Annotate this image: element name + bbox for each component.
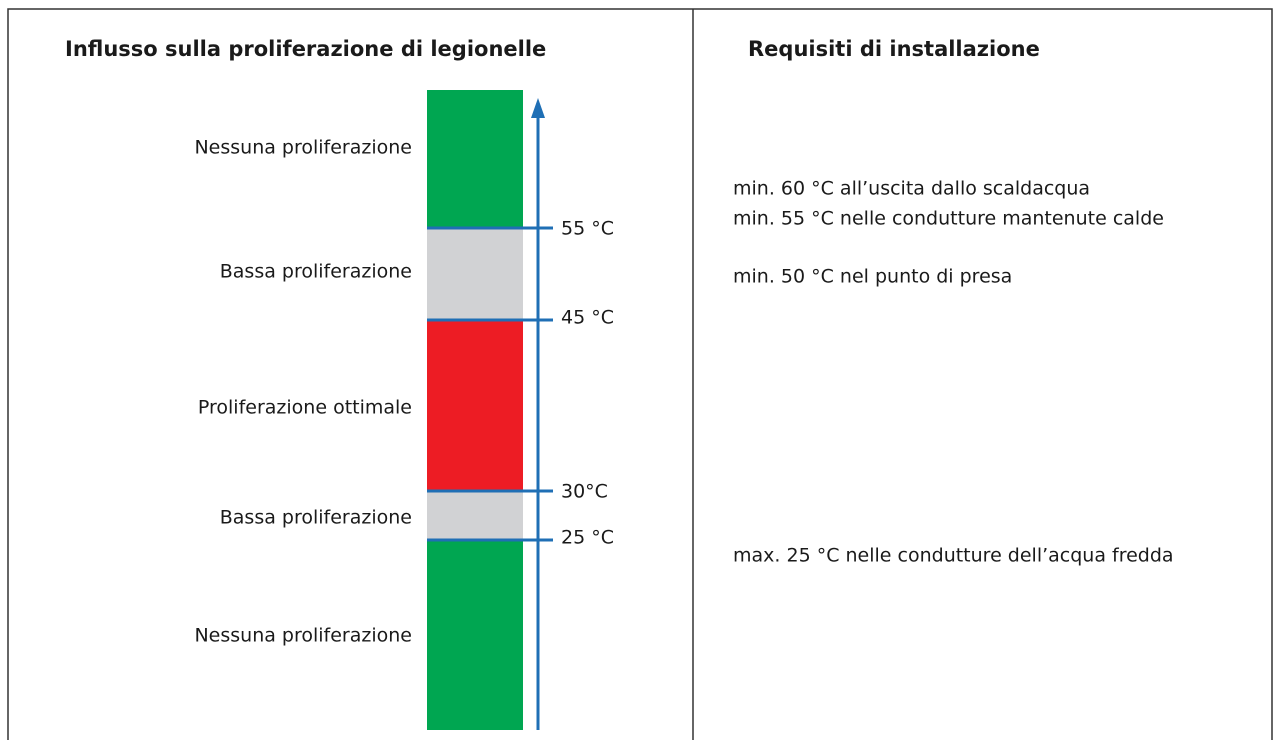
requirement: min. 55 °C nelle condutture mantenute ca… bbox=[733, 208, 1164, 230]
requirement: min. 50 °C nel punto di presa bbox=[733, 266, 1012, 288]
zone-none bbox=[427, 540, 523, 730]
zone-low bbox=[427, 228, 523, 320]
zone-label: Bassa proliferazione bbox=[220, 507, 412, 529]
threshold-label: 25 °C bbox=[561, 527, 614, 549]
zone-optimal bbox=[427, 320, 523, 491]
threshold-lines bbox=[427, 226, 553, 542]
zone-label: Proliferazione ottimale bbox=[198, 397, 412, 419]
right-title: Requisiti di installazione bbox=[748, 37, 1040, 61]
threshold-label: 30°C bbox=[561, 481, 608, 503]
frame bbox=[7, 8, 1273, 740]
zone-label: Bassa proliferazione bbox=[220, 261, 412, 283]
zone-label: Nessuna proliferazione bbox=[194, 137, 412, 159]
threshold-label: 55 °C bbox=[561, 218, 614, 240]
zone-none bbox=[427, 90, 523, 228]
zone-low bbox=[427, 491, 523, 540]
requirement: min. 60 °C all’uscita dallo scaldacqua bbox=[733, 178, 1090, 200]
arrow-head bbox=[531, 98, 545, 118]
requirement: max. 25 °C nelle condutture dell’acqua f… bbox=[733, 545, 1174, 567]
zone-labels: Nessuna proliferazione Bassa proliferazi… bbox=[194, 137, 412, 647]
zone-label: Nessuna proliferazione bbox=[194, 625, 412, 647]
threshold-label: 45 °C bbox=[561, 307, 614, 329]
left-title: Influsso sulla proliferazione di legione… bbox=[65, 37, 546, 61]
